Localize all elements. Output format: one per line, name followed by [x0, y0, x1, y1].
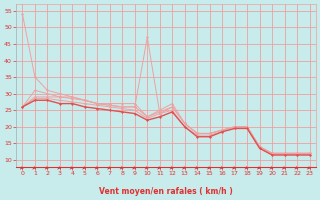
X-axis label: Vent moyen/en rafales ( km/h ): Vent moyen/en rafales ( km/h ): [99, 187, 233, 196]
